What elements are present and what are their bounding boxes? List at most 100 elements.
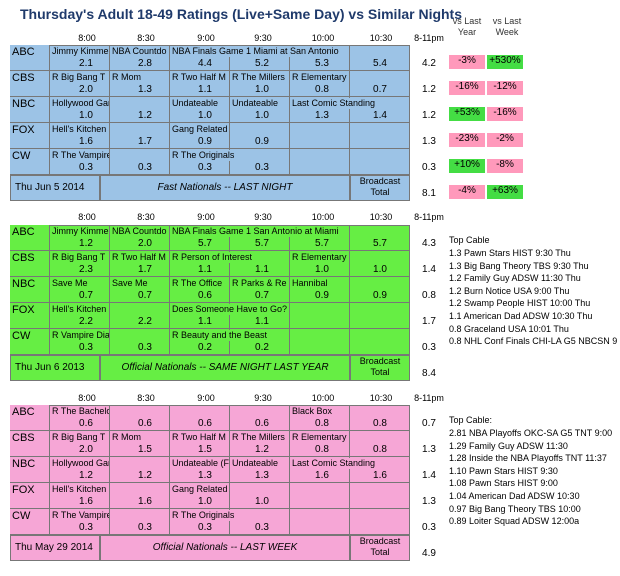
slot-cell (170, 457, 230, 483)
slot-cell (350, 123, 410, 149)
network-label: NBC (10, 457, 50, 483)
slot-cell (290, 251, 350, 277)
network-label: ABC (10, 225, 50, 251)
rating-value: 0.7 (373, 84, 387, 95)
slot-cell (170, 149, 230, 175)
show-title: R Mom (112, 72, 141, 83)
time-slot-header: 10:00 (311, 33, 335, 43)
network-label: CW (10, 149, 50, 175)
slot-cell (50, 277, 110, 303)
show-title: R The Originals (172, 150, 235, 161)
rating-value: 1.6 (373, 470, 387, 481)
footer-date: Thu Jun 6 2013 (10, 355, 100, 381)
rating-value: 2.1 (79, 58, 93, 69)
slot-cell (110, 149, 170, 175)
slot-cell (110, 483, 170, 509)
slot-cell (50, 483, 110, 509)
rating-value: 0.8 (373, 418, 387, 429)
slot-cell (170, 97, 230, 123)
night-total: 1.3 (422, 136, 436, 147)
vs-last-year-value: -3% (449, 55, 485, 69)
slot-cell (170, 251, 230, 277)
rating-value: 5.7 (198, 238, 212, 249)
slot-cell (50, 329, 110, 355)
broadcast-total-label: Broadcast Total (350, 175, 410, 201)
time-slot-header: 9:00 (197, 393, 215, 403)
rating-value: 1.0 (373, 264, 387, 275)
footer-vs-last-week: +63% (487, 185, 523, 199)
slot-cell (290, 71, 350, 97)
night-total: 0.3 (422, 522, 436, 533)
footer-date: Thu Jun 5 2014 (10, 175, 100, 201)
rating-value: 1.6 (79, 136, 93, 147)
time-slot-header: 8-11pm (414, 212, 444, 222)
slot-cell (50, 149, 110, 175)
slot-cell (230, 405, 290, 431)
rating-value: 5.7 (315, 238, 329, 249)
slot-cell (350, 251, 410, 277)
show-title: NBA Countdo (112, 226, 167, 237)
rating-value: 1.5 (198, 444, 212, 455)
rating-value: 1.1 (198, 264, 212, 275)
show-title: Gang Related (172, 484, 228, 495)
slot-cell (350, 405, 410, 431)
night-total: 4.3 (422, 238, 436, 249)
top-cable-item: 1.04 American Dad ADSW 10:30 (449, 491, 580, 501)
show-title: R Big Bang T (52, 72, 106, 83)
rating-value: 0.3 (255, 522, 269, 533)
top-cable-item: 1.3 Pawn Stars HIST 9:30 Thu (449, 248, 571, 258)
network-label: FOX (10, 483, 50, 509)
rating-value: 2.3 (79, 264, 93, 275)
show-title: NBA Finals Game 1 Miami at San Antonio (172, 46, 339, 57)
slot-cell (350, 225, 410, 251)
time-slot-header: 10:00 (311, 393, 335, 403)
slot-cell (290, 225, 350, 251)
footer-note: Official Nationals -- LAST WEEK (100, 535, 350, 561)
rating-value: 0.8 (315, 418, 329, 429)
show-title: Undateable (172, 98, 219, 109)
rating-value: 0.7 (138, 290, 152, 301)
show-title: R Person of Interest (172, 252, 253, 263)
time-slot-header: 9:30 (254, 393, 272, 403)
rating-value: 0.6 (198, 290, 212, 301)
show-title: R Mom (112, 432, 141, 443)
show-title: R Elementary (292, 72, 347, 83)
show-title: R Elementary (292, 252, 347, 263)
rating-value: 1.0 (79, 110, 93, 121)
show-title: R The Office (172, 278, 223, 289)
rating-value: 0.3 (138, 522, 152, 533)
rating-value: 1.0 (198, 110, 212, 121)
slot-cell (290, 303, 350, 329)
slot-cell (230, 509, 290, 535)
rating-value: 0.9 (373, 290, 387, 301)
slot-cell (110, 303, 170, 329)
show-title: R Vampire Diaries (52, 330, 109, 341)
show-title: Undateable (232, 98, 279, 109)
footer-note: Official Nationals -- SAME NIGHT LAST YE… (100, 355, 350, 381)
rating-value: 1.1 (255, 264, 269, 275)
rating-value: 0.8 (373, 444, 387, 455)
rating-value: 0.3 (79, 522, 93, 533)
slot-cell (350, 483, 410, 509)
network-label: FOX (10, 303, 50, 329)
slot-cell (170, 225, 230, 251)
slot-cell (230, 45, 290, 71)
slot-cell (290, 405, 350, 431)
night-total: 0.7 (422, 418, 436, 429)
rating-value: 2.2 (138, 316, 152, 327)
night-total: 1.4 (422, 470, 436, 481)
slot-cell (170, 303, 230, 329)
slot-cell (110, 457, 170, 483)
top-cable-item: 1.28 Inside the NBA Playoffs TNT 11:37 (449, 453, 607, 464)
night-total: 0.8 (422, 290, 436, 301)
top-cable-item: 1.08 Pawn Stars HIST 9:00 (449, 478, 558, 489)
time-slot-header: 8:30 (137, 33, 155, 43)
rating-value: 2.0 (79, 444, 93, 455)
rating-value: 0.3 (198, 162, 212, 173)
time-slot-header: 8-11pm (414, 393, 444, 403)
top-cable-item: 2.81 NBA Playoffs OKC-SA G5 TNT 9:00 (449, 428, 613, 438)
slot-cell (110, 71, 170, 97)
slot-cell (350, 509, 410, 535)
show-title: Undateable (F (172, 458, 230, 469)
rating-value: 0.3 (138, 342, 152, 353)
